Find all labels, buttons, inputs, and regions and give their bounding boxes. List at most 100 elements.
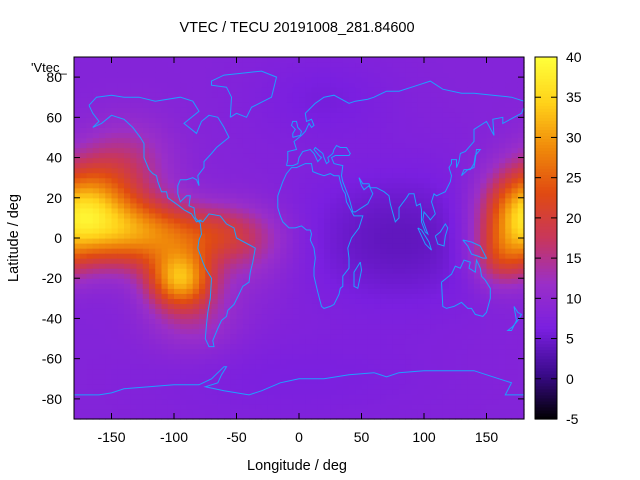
heat-cell: [417, 177, 425, 184]
heat-cell: [224, 293, 231, 299]
heat-cell: [430, 308, 438, 315]
heat-cell: [192, 338, 200, 345]
heat-cell: [199, 298, 206, 304]
heat-cell: [361, 107, 369, 113]
heat-cell: [342, 217, 350, 224]
heat-cell: [467, 162, 475, 169]
heat-cell: [449, 177, 456, 184]
heat-cell: [217, 278, 225, 284]
heat-cell: [236, 368, 244, 375]
heat-cell: [217, 197, 225, 204]
heat-cell: [217, 117, 225, 123]
heat-cell: [430, 238, 438, 244]
heat-cell: [305, 152, 313, 159]
heat-cell: [211, 132, 219, 139]
heat-cell: [124, 192, 131, 199]
heat-cell: [211, 283, 219, 289]
heat-cell: [442, 137, 450, 144]
heat-cell: [467, 112, 475, 118]
heat-cell: [142, 142, 150, 149]
heat-cell: [424, 132, 431, 139]
heat-cell: [367, 92, 375, 98]
heat-cell: [392, 77, 400, 83]
heat-cell: [342, 127, 350, 134]
heat-cell: [405, 62, 413, 68]
heat-cell: [249, 398, 256, 405]
heat-cell: [311, 102, 319, 108]
heat-cell: [330, 187, 338, 194]
heat-cell: [117, 212, 125, 219]
heat-cell: [430, 353, 438, 360]
heat-cell: [124, 87, 131, 93]
heat-cell: [367, 353, 375, 360]
heat-cell: [186, 87, 194, 93]
heat-cell: [136, 308, 144, 315]
heat-cell: [286, 323, 294, 330]
heat-cell: [411, 177, 419, 184]
heat-cell: [399, 182, 406, 189]
heat-cell: [136, 87, 144, 93]
heat-cell: [205, 72, 213, 78]
heat-cell: [255, 187, 263, 194]
heat-cell: [86, 258, 94, 264]
heat-cell: [267, 303, 275, 309]
heat-cell: [286, 293, 294, 299]
heat-cell: [124, 227, 131, 234]
heat-cell: [224, 82, 231, 88]
heat-cell: [186, 147, 194, 154]
heat-cell: [174, 348, 181, 355]
heat-cell: [374, 57, 381, 63]
heat-cell: [311, 358, 319, 365]
heat-cell: [455, 207, 463, 214]
heat-cell: [99, 318, 106, 325]
heat-cell: [74, 142, 81, 149]
heat-cell: [136, 383, 144, 390]
heat-cell: [217, 403, 225, 410]
heat-cell: [167, 102, 175, 108]
heat-cell: [399, 408, 406, 415]
heat-cell: [492, 253, 500, 259]
heat-cell: [211, 378, 219, 385]
heat-cell: [167, 388, 175, 395]
heat-cell: [267, 182, 275, 189]
heat-cell: [92, 172, 100, 179]
heat-cell: [374, 338, 381, 345]
heat-cell: [330, 197, 338, 204]
heat-cell: [492, 248, 500, 254]
heat-cell: [324, 77, 331, 83]
heat-cell: [167, 87, 175, 93]
heat-cell: [342, 383, 350, 390]
heat-cell: [374, 258, 381, 264]
heat-cell: [242, 187, 250, 194]
heat-cell: [142, 192, 150, 199]
heat-cell: [205, 232, 213, 239]
heat-cell: [217, 97, 225, 103]
heat-cell: [249, 192, 256, 199]
heat-cell: [199, 187, 206, 194]
heat-cell: [467, 263, 475, 269]
heat-cell: [467, 182, 475, 189]
heat-cell: [230, 408, 238, 415]
heat-cell: [99, 248, 106, 254]
heat-cell: [349, 323, 356, 330]
heat-cell: [142, 67, 150, 73]
heat-cell: [99, 232, 106, 239]
heat-cell: [442, 323, 450, 330]
heat-cell: [342, 117, 350, 123]
heat-cell: [330, 82, 338, 88]
heat-cell: [436, 413, 444, 420]
heat-cell: [255, 278, 263, 284]
heat-cell: [299, 298, 306, 304]
heat-cell: [486, 413, 494, 420]
heat-cell: [467, 192, 475, 199]
heat-cell: [117, 283, 125, 289]
heat-cell: [274, 127, 281, 134]
heat-cell: [405, 328, 413, 335]
heat-cell: [211, 227, 219, 234]
heat-cell: [442, 217, 450, 224]
heat-cell: [217, 253, 225, 259]
heat-cell: [330, 177, 338, 184]
heat-cell: [249, 263, 256, 269]
heat-cell: [92, 187, 100, 194]
heat-cell: [230, 202, 238, 209]
